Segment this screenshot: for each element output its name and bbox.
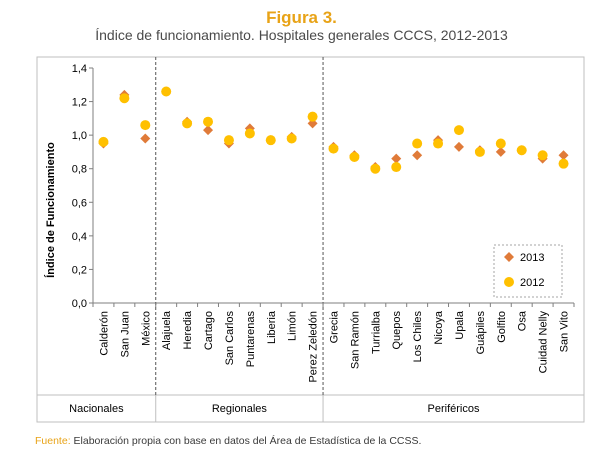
y-tick-label: 0,6: [72, 197, 87, 209]
y-tick-label: 1,0: [72, 130, 87, 142]
point-2012: [516, 145, 527, 156]
figure-title: Figura 3.: [266, 8, 337, 27]
point-2013: [412, 150, 423, 161]
x-category-label: Calderón: [98, 311, 110, 356]
x-category-label: Upala: [454, 310, 466, 340]
y-tick-label: 1,2: [72, 97, 87, 109]
y-axis-title: Índice de Funcionamiento: [44, 142, 57, 278]
point-2012: [328, 143, 339, 154]
point-2012: [537, 150, 548, 161]
x-category-label: Guápiles: [475, 311, 487, 355]
point-2012: [286, 133, 297, 144]
legend-label-2012: 2012: [520, 277, 544, 289]
point-2013: [203, 125, 214, 136]
x-category-label: Turrialba: [370, 310, 382, 354]
point-2012: [244, 128, 255, 139]
point-2013: [558, 150, 569, 161]
source-text: Elaboración propia con base en datos del…: [70, 435, 422, 447]
x-category-label: San Carlos: [224, 311, 236, 366]
x-category-label: Cartago: [203, 311, 215, 350]
point-2012: [558, 158, 569, 169]
y-tick-label: 1,4: [72, 63, 87, 75]
x-category-label: Nicoya: [433, 310, 445, 345]
y-tick-label: 0,2: [72, 264, 87, 276]
x-category-label: Cuidad Nelly: [538, 311, 550, 374]
x-category-label: Puntarenas: [245, 311, 257, 368]
figure-subtitle: Índice de funcionamiento. Hospitales gen…: [95, 27, 508, 43]
group-label: Regionales: [212, 403, 268, 415]
x-category-label: Golfito: [496, 311, 508, 343]
point-2012: [203, 116, 214, 127]
y-tick-label: 0,8: [72, 164, 87, 176]
point-2012: [265, 135, 276, 146]
point-2013: [391, 153, 402, 164]
x-category-label: San Ramón: [349, 311, 361, 369]
group-label: Nacionales: [69, 403, 124, 415]
group-label: Periféricos: [428, 403, 480, 415]
point-2013: [495, 146, 506, 157]
point-2012: [433, 138, 444, 149]
point-2012: [161, 86, 172, 97]
source-note: Fuente: Elaboración propia con base en d…: [35, 435, 421, 447]
legend-marker-2013: [504, 252, 514, 262]
x-category-label: Perez Zeledón: [308, 311, 320, 383]
point-2012: [98, 136, 109, 147]
point-2012: [453, 125, 464, 136]
point-2012: [412, 138, 423, 149]
legend-marker-2012: [504, 277, 514, 287]
x-category-label: Grecia: [329, 310, 341, 343]
point-2012: [140, 120, 151, 131]
point-2012: [370, 163, 381, 174]
point-2012: [223, 135, 234, 146]
y-tick-label: 0,4: [72, 231, 87, 243]
x-category-label: San Juan: [119, 311, 131, 357]
point-2012: [182, 118, 193, 129]
point-2012: [495, 138, 506, 149]
y-tick-label: 0,0: [72, 298, 87, 310]
point-2012: [474, 146, 485, 157]
point-2013: [453, 141, 464, 152]
legend-label-2013: 2013: [520, 252, 544, 264]
point-2012: [119, 93, 130, 104]
x-category-label: Heredia: [182, 310, 194, 349]
x-category-label: Los Chiles: [412, 311, 424, 363]
point-2012: [349, 151, 360, 162]
x-category-label: Liberia: [266, 310, 278, 344]
point-2012: [307, 111, 318, 122]
point-2012: [391, 162, 402, 173]
source-label: Fuente:: [35, 435, 71, 447]
x-category-label: San Vito: [559, 311, 571, 352]
x-category-label: Alajuela: [161, 310, 173, 350]
point-2013: [140, 133, 151, 144]
x-category-label: Limón: [287, 311, 299, 341]
x-category-label: Quepos: [391, 311, 403, 350]
x-category-label: Osa: [517, 310, 529, 331]
legend-box: [493, 244, 563, 298]
x-category-label: México: [140, 311, 152, 346]
